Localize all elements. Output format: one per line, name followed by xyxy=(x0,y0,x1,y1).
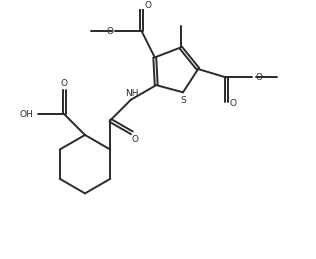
Text: O: O xyxy=(131,135,138,144)
Text: S: S xyxy=(180,96,186,105)
Text: O: O xyxy=(61,78,68,88)
Text: O: O xyxy=(255,73,262,82)
Text: OH: OH xyxy=(19,110,33,119)
Text: O: O xyxy=(229,99,236,108)
Text: NH: NH xyxy=(125,89,138,98)
Text: O: O xyxy=(145,1,152,10)
Text: O: O xyxy=(106,27,113,36)
